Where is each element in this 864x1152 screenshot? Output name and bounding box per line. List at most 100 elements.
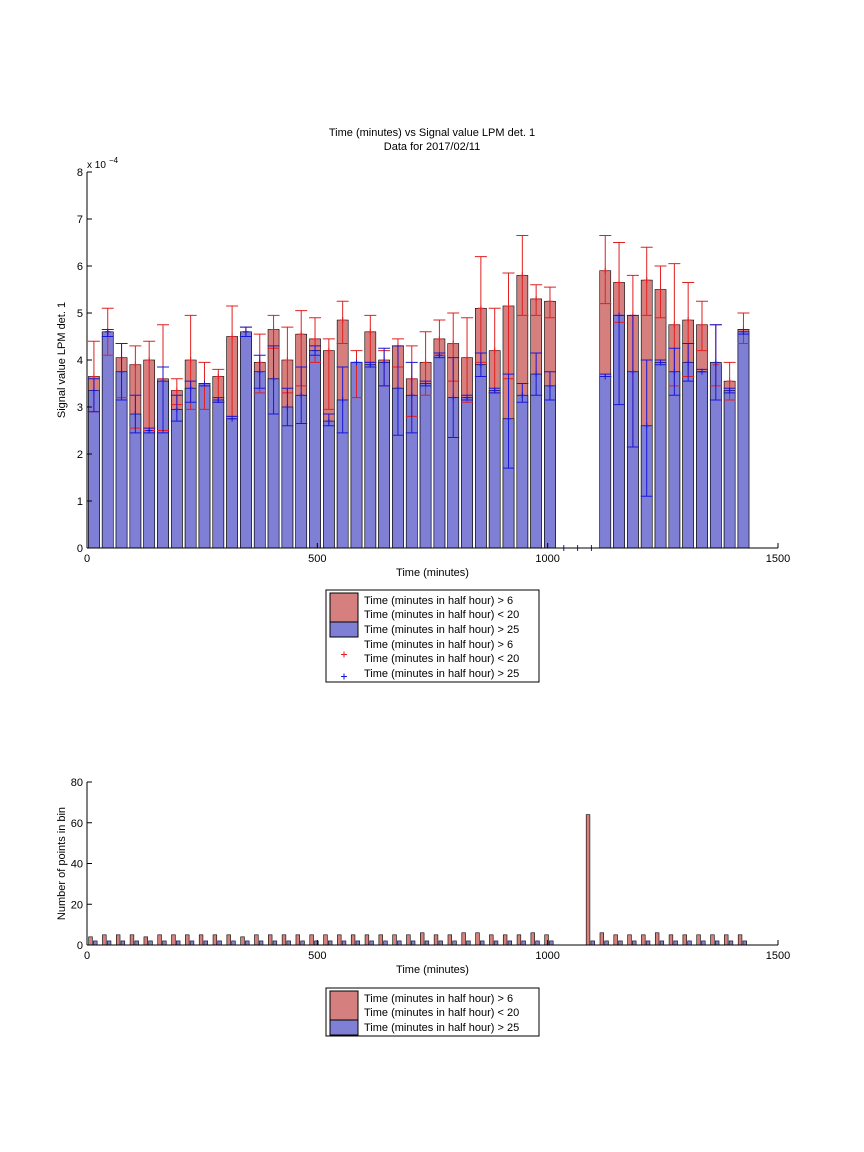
chart1-bar-blue bbox=[281, 406, 294, 549]
chart1-legend-marker bbox=[341, 651, 347, 658]
chart2-bar-blue bbox=[714, 940, 720, 946]
chart2-bar-red bbox=[157, 934, 162, 946]
chart2-bar-blue bbox=[742, 940, 747, 946]
chart1-point-blue bbox=[187, 385, 194, 392]
signal-chart: Time (minutes) vs Signal value LPM det. … bbox=[56, 127, 790, 683]
chart1-y-tick-label: 8 bbox=[77, 167, 83, 179]
chart1-point-blue bbox=[477, 361, 484, 368]
chart1-point-blue bbox=[422, 380, 429, 387]
chart1-point-blue bbox=[256, 368, 263, 375]
chart1-errorbar-blue bbox=[626, 314, 639, 448]
chart2-bar-blue bbox=[618, 940, 623, 946]
chart2-legend-entry-text: Time (minutes in half hour) > 25 bbox=[364, 1022, 519, 1034]
chart1-point-blue bbox=[381, 359, 388, 366]
chart2-bar-blue bbox=[162, 940, 167, 946]
chart2-bar-red bbox=[627, 934, 632, 946]
chart1-bar-blue bbox=[143, 430, 156, 549]
chart1-point-blue bbox=[726, 387, 733, 394]
chart1-point-blue bbox=[657, 359, 664, 366]
chart1-subtitle: Data for 2017/02/11 bbox=[384, 141, 480, 153]
chart1-errorbar-blue bbox=[157, 366, 170, 434]
chart2-bar-blue bbox=[93, 940, 98, 946]
chart2-bar-blue bbox=[590, 940, 595, 946]
chart1-point-red bbox=[505, 302, 512, 309]
chart2-bar-blue bbox=[383, 940, 388, 946]
chart2-bar-blue bbox=[106, 940, 112, 946]
chart1-bar-blue bbox=[129, 413, 142, 549]
chart1-point-red bbox=[491, 347, 498, 354]
chart2-bar-red bbox=[254, 934, 259, 946]
chart1-y-tick-label: 7 bbox=[77, 214, 83, 226]
chart2-bar-red bbox=[129, 934, 135, 946]
chart1-point-blue bbox=[546, 382, 553, 389]
chart2-bar-red bbox=[198, 934, 204, 946]
chart2-bar-red bbox=[641, 934, 646, 946]
chart1-point-blue bbox=[464, 394, 471, 401]
chart1-point-blue bbox=[712, 359, 719, 366]
chart2-bar-blue bbox=[438, 940, 443, 946]
chart1-point-blue bbox=[339, 396, 346, 403]
chart2-bar-red bbox=[447, 934, 453, 946]
chart1-bar-blue bbox=[101, 331, 114, 549]
chart2-bar-blue bbox=[341, 940, 347, 946]
chart2-bar-red bbox=[613, 934, 618, 946]
chart2-legend-entry-text: Time (minutes in half hour) > 6 bbox=[364, 993, 513, 1005]
chart1-bar-blue bbox=[433, 354, 446, 549]
chart1-point-red bbox=[298, 331, 305, 338]
chart1-point-blue bbox=[325, 418, 332, 425]
chart1-point-red bbox=[312, 335, 319, 342]
chart2-bar-red bbox=[585, 814, 591, 946]
chart1-point-red bbox=[464, 354, 471, 361]
chart2-x-tick-label: 1500 bbox=[766, 950, 790, 962]
chart2-bar-red bbox=[654, 932, 660, 946]
chart1-bar-blue bbox=[696, 371, 708, 549]
chart2-bar-red bbox=[378, 934, 383, 946]
chart2-bar-blue bbox=[176, 940, 181, 946]
chart2-bar-blue bbox=[521, 940, 526, 946]
chart2-bar-blue bbox=[410, 940, 416, 946]
chart2-bar-red bbox=[226, 934, 231, 946]
chart1-bar-blue bbox=[488, 390, 501, 549]
chart1-bar-blue bbox=[364, 364, 377, 549]
chart1-legend-entry-text: Time (minutes in half hour) > 6 bbox=[364, 595, 513, 607]
chart2-bar-blue bbox=[397, 940, 402, 946]
chart2-y-tick-label: 60 bbox=[71, 818, 83, 830]
chart2-x-tick-label: 500 bbox=[308, 950, 326, 962]
chart1-x-tick-label: 500 bbox=[308, 553, 326, 565]
chart1-legend-box bbox=[325, 589, 540, 683]
chart1-point-blue bbox=[118, 368, 125, 375]
chart1-point-red bbox=[450, 340, 457, 347]
chart1-x-tick-label: 0 bbox=[84, 553, 90, 565]
chart2-bar-blue bbox=[148, 940, 153, 946]
chart2-x-label: Time (minutes) bbox=[396, 964, 469, 976]
chart1-point-red bbox=[325, 347, 332, 354]
chart2-bar-blue bbox=[466, 940, 471, 946]
chart2-legend: Time (minutes in half hour) > 6 Time (min… bbox=[325, 987, 540, 1037]
chart1-legend-swatch bbox=[329, 592, 359, 623]
chart1-point-blue bbox=[298, 392, 305, 399]
chart1-x-label: Time (minutes) bbox=[396, 567, 469, 579]
chart2-bar-red bbox=[433, 934, 439, 946]
chart1-point-blue bbox=[284, 404, 291, 410]
chart1-point-red bbox=[436, 335, 443, 342]
chart1-bar-blue bbox=[654, 362, 667, 549]
chart1-point-blue bbox=[229, 415, 236, 422]
chart1-point-blue bbox=[132, 411, 139, 418]
chart1-bar-blue bbox=[171, 409, 183, 549]
chart1-x-tick-label: 1500 bbox=[766, 553, 790, 565]
chart2-bar-blue bbox=[328, 940, 333, 946]
chart2-bars bbox=[88, 814, 747, 946]
chart2-bar-blue bbox=[120, 940, 126, 946]
chart2-bar-red bbox=[489, 934, 494, 946]
chart1-point-red bbox=[229, 333, 236, 340]
chart1-point-blue bbox=[312, 347, 319, 354]
chart2-x-tick-label: 1000 bbox=[535, 950, 559, 962]
chart2-legend-swatch bbox=[329, 990, 359, 1021]
chart1-point-blue bbox=[201, 380, 208, 387]
chart1-point-red bbox=[215, 373, 222, 380]
chart1-point-red bbox=[616, 279, 623, 286]
chart1-y-tick-label: 2 bbox=[77, 449, 83, 461]
chart2-bar-red bbox=[115, 934, 121, 946]
chart1-bar-blue bbox=[88, 390, 100, 549]
chart1-x-tick-label: 1000 bbox=[535, 553, 559, 565]
